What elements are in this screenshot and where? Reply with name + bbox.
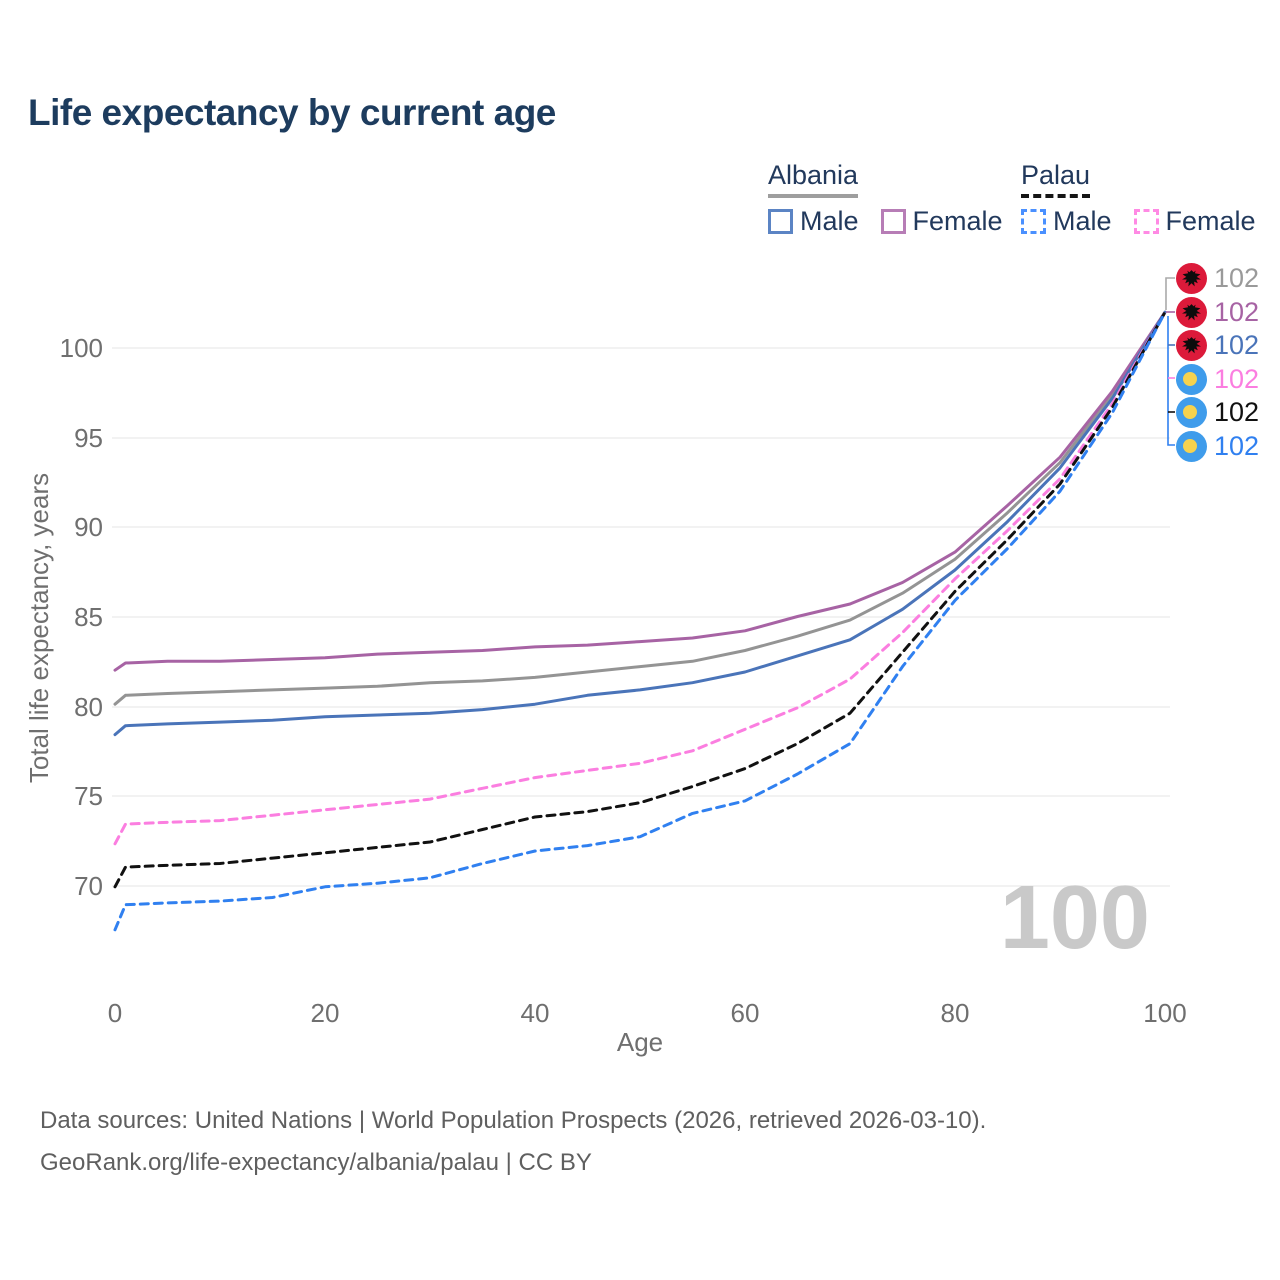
legend-item-label: Female <box>912 206 1003 236</box>
albania-male-swatch-icon <box>768 209 793 234</box>
legend-country-palau[interactable]: Palau <box>1021 160 1091 198</box>
y-tick: 80 <box>74 692 103 722</box>
y-tick: 90 <box>74 512 103 542</box>
page-title: Life expectancy by current age <box>28 92 556 133</box>
albania-female-swatch-icon <box>880 209 906 234</box>
series-line-albania-male[interactable] <box>113 310 1167 737</box>
end-label-value: 102 <box>1214 363 1260 394</box>
legend-item-palau-female[interactable]: Female <box>1133 206 1256 237</box>
x-tick: 80 <box>941 998 970 1028</box>
end-label-albania-total: 102 <box>1176 263 1259 294</box>
palau-flag-icon <box>1176 397 1207 428</box>
end-label-albania-female: 102 <box>1176 296 1260 328</box>
x-tick: 20 <box>311 998 340 1028</box>
albania-flag-icon <box>1176 263 1207 294</box>
x-tick: 40 <box>521 998 550 1028</box>
attribution-note: GeoRank.org/life-expectancy/albania/pala… <box>40 1149 592 1176</box>
x-axis-title: Age <box>617 1027 663 1057</box>
legend-country-albania[interactable]: Albania <box>768 160 859 198</box>
x-tick: 0 <box>108 998 122 1028</box>
series-line-albania[interactable] <box>113 310 1167 706</box>
data-sources-note: Data sources: United Nations | World Pop… <box>40 1107 987 1134</box>
y-tick: 70 <box>74 871 103 901</box>
albania-flag-icon <box>1176 330 1207 361</box>
end-label-palau-male: 102 <box>1176 430 1260 462</box>
end-label-palau-female: 102 <box>1176 363 1260 395</box>
end-label-palau-total: 102 <box>1176 397 1259 428</box>
legend-group-albania: Albania Male Female <box>768 160 1003 237</box>
legend-item-albania-female[interactable]: Female <box>880 206 1003 237</box>
end-label-value: 102 <box>1214 330 1260 360</box>
palau-male-swatch-icon <box>1021 209 1046 234</box>
x-tick: 60 <box>731 998 760 1028</box>
legend-group-palau: Palau Male Female <box>1021 160 1256 237</box>
y-axis-tick-labels: 70 75 80 85 90 95 100 <box>60 333 103 901</box>
legend-item-label: Female <box>1165 206 1256 236</box>
legend-item-label: Male <box>1053 206 1112 236</box>
series-layer <box>113 310 1167 932</box>
y-tick: 95 <box>74 423 103 453</box>
end-label-value: 102 <box>1214 296 1260 327</box>
end-label-albania-male: 102 <box>1176 330 1259 361</box>
legend-item-label: Male <box>800 206 859 236</box>
x-axis-tick-labels: 0 20 40 60 80 100 <box>108 998 1187 1028</box>
series-line-palau[interactable] <box>113 310 1167 889</box>
legend-item-albania-male[interactable]: Male <box>768 206 859 237</box>
series-line-palau-male[interactable] <box>113 310 1167 932</box>
palau-flag-icon <box>1176 430 1207 462</box>
series-line-albania-female[interactable] <box>113 310 1167 672</box>
palau-female-swatch-icon <box>1133 209 1159 234</box>
hover-age-watermark: 100 <box>1000 868 1150 968</box>
y-tick: 85 <box>74 602 103 632</box>
gridlines <box>112 347 1170 887</box>
albania-flag-icon <box>1176 296 1207 328</box>
end-label-value: 102 <box>1214 430 1260 461</box>
y-axis-title: Total life expectancy, years <box>24 473 54 783</box>
x-tick: 100 <box>1143 998 1186 1028</box>
y-tick: 100 <box>60 333 103 363</box>
end-label-value: 102 <box>1214 263 1260 293</box>
end-label-leader-lines <box>1165 277 1175 446</box>
y-tick: 75 <box>74 781 103 811</box>
series-line-palau-female[interactable] <box>113 310 1167 846</box>
palau-flag-icon <box>1176 363 1207 395</box>
legend-item-palau-male[interactable]: Male <box>1021 206 1112 237</box>
end-label-value: 102 <box>1214 397 1260 427</box>
